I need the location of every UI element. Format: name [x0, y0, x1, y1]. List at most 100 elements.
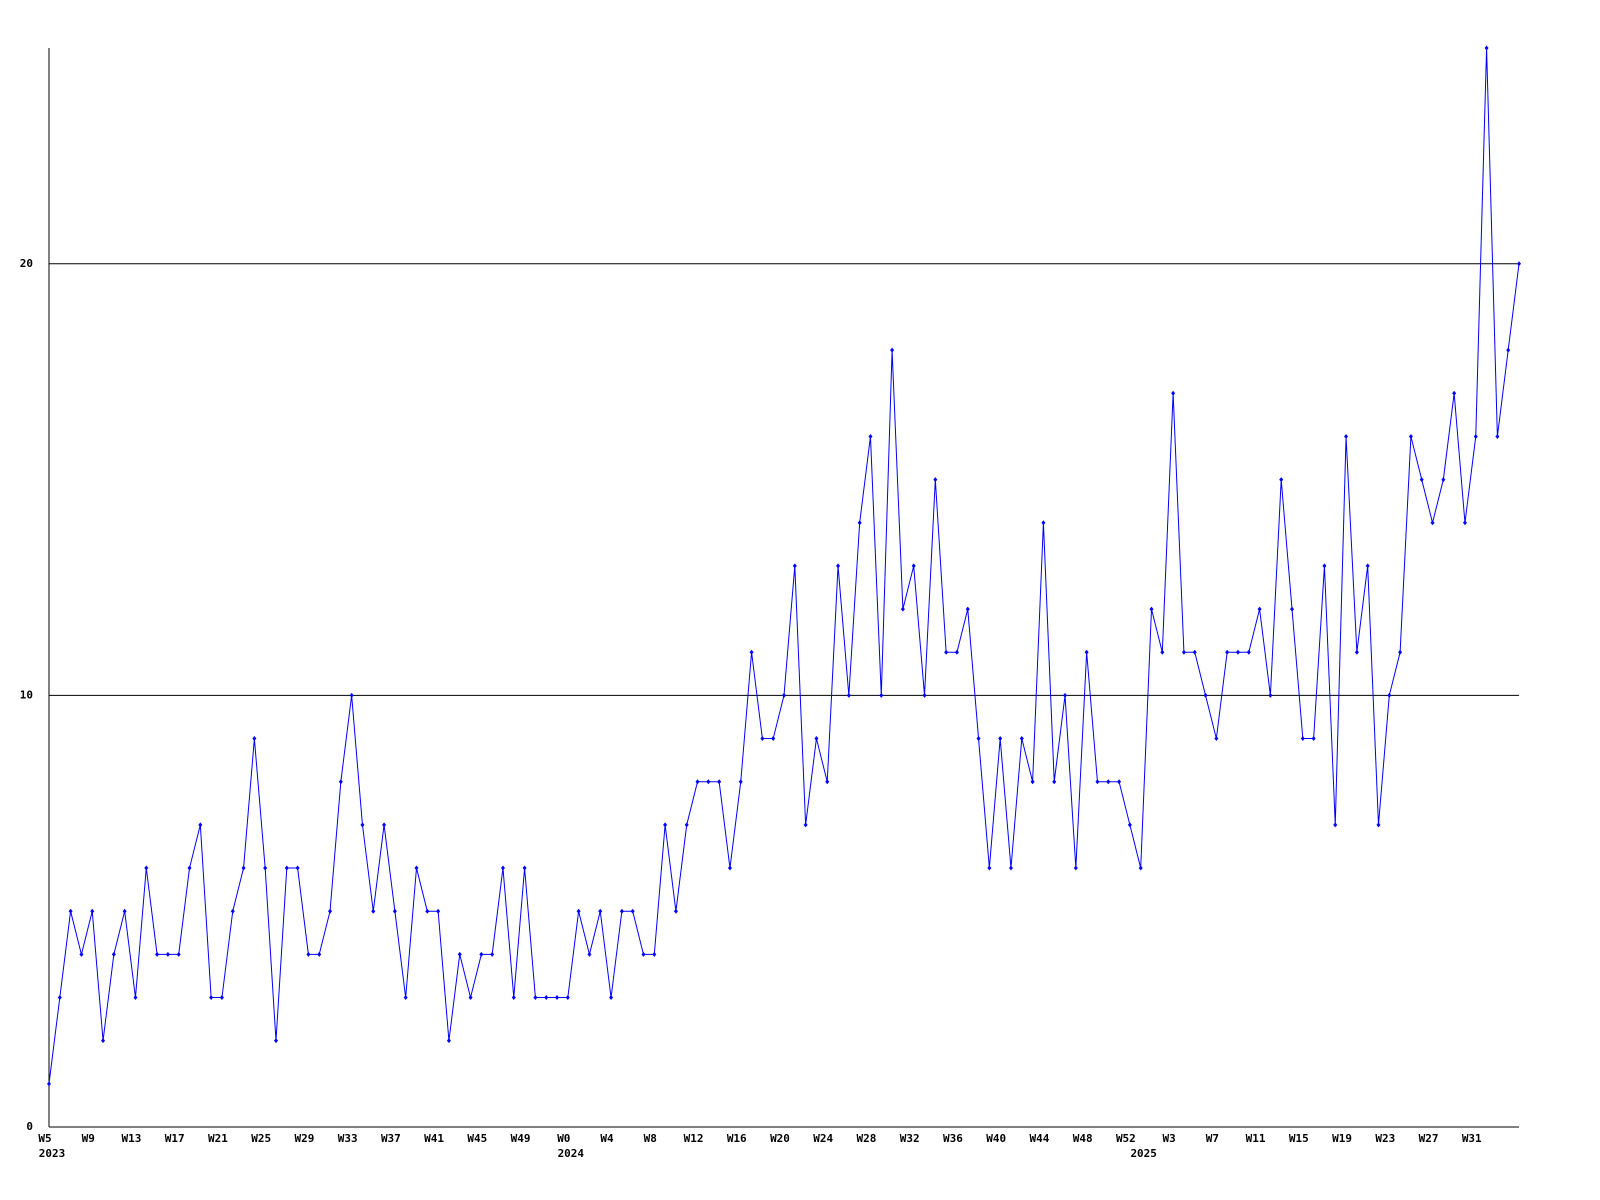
data-point: [922, 692, 927, 698]
data-point: [176, 951, 181, 957]
data-point: [1181, 649, 1186, 655]
data-point: [933, 477, 938, 483]
data-point: [1246, 649, 1251, 655]
data-point: [673, 908, 678, 914]
data-point: [836, 563, 841, 569]
data-point: [403, 995, 408, 1001]
data-point: [1138, 865, 1143, 871]
data-point: [630, 908, 635, 914]
data-point: [436, 908, 441, 914]
data-point: [479, 951, 484, 957]
data-point: [1214, 736, 1219, 742]
data-point: [1322, 563, 1327, 569]
data-line: [48, 47, 1520, 1084]
x-tick-label: W44: [1029, 1132, 1049, 1145]
data-point: [252, 736, 257, 742]
data-point: [544, 995, 549, 1001]
data-point: [1008, 865, 1013, 871]
data-point: [1484, 45, 1489, 51]
data-point: [209, 995, 214, 1001]
data-point: [555, 995, 560, 1001]
data-point: [825, 779, 830, 785]
data-point: [1095, 779, 1100, 785]
data-point: [371, 908, 376, 914]
data-point: [652, 951, 657, 957]
data-point: [1203, 692, 1208, 698]
data-point: [1495, 433, 1500, 439]
data-point: [263, 865, 268, 871]
data-point: [1473, 433, 1478, 439]
data-point: [111, 951, 116, 957]
data-point: [241, 865, 246, 871]
data-point: [230, 908, 235, 914]
data-point: [663, 822, 668, 828]
x-tick-label: W41: [424, 1132, 444, 1145]
data-point: [101, 1038, 106, 1044]
data-point: [1333, 822, 1338, 828]
x-tick-label: W17: [165, 1132, 185, 1145]
data-point: [273, 1038, 278, 1044]
x-tick-label: W9: [82, 1132, 95, 1145]
y-tick-label: 10: [20, 688, 33, 701]
data-point: [911, 563, 916, 569]
data-point: [868, 433, 873, 439]
data-point: [533, 995, 538, 1001]
data-point: [846, 692, 851, 698]
x-tick-label: W52: [1116, 1132, 1136, 1145]
data-point: [954, 649, 959, 655]
data-point: [900, 606, 905, 612]
data-point: [338, 779, 343, 785]
data-point: [792, 563, 797, 569]
data-point: [695, 779, 700, 785]
x-tick-label: W13: [122, 1132, 142, 1145]
data-point: [565, 995, 570, 1001]
data-point: [944, 649, 949, 655]
x-tick-label: W37: [381, 1132, 401, 1145]
data-point: [414, 865, 419, 871]
data-point: [1171, 390, 1176, 396]
data-point: [165, 951, 170, 957]
data-point: [1063, 692, 1068, 698]
x-tick-label: W4: [600, 1132, 614, 1145]
data-point: [500, 865, 505, 871]
data-point: [1106, 779, 1111, 785]
data-point: [425, 908, 430, 914]
data-point: [90, 908, 95, 914]
x-tick-label: W5: [38, 1132, 51, 1145]
x-tick-label: W3: [1162, 1132, 1175, 1145]
data-point: [782, 692, 786, 698]
data-point: [1019, 736, 1024, 742]
data-point: [1506, 347, 1511, 353]
x-tick-label: W7: [1206, 1132, 1219, 1145]
x-tick-label: W23: [1375, 1132, 1395, 1145]
data-point: [771, 736, 776, 742]
x-tick-label: W36: [943, 1132, 963, 1145]
data-point: [609, 995, 614, 1001]
data-point: [1084, 649, 1089, 655]
data-point: [1398, 649, 1403, 655]
data-point: [284, 865, 289, 871]
data-point: [814, 736, 819, 742]
data-point: [1257, 606, 1262, 612]
y-tick-label: 0: [26, 1120, 33, 1133]
x-tick-label: W32: [900, 1132, 920, 1145]
data-point: [641, 951, 646, 957]
data-point: [727, 865, 732, 871]
data-point: [890, 347, 895, 353]
data-point: [511, 995, 516, 1001]
data-point: [490, 951, 495, 957]
x-tick-label: W24: [813, 1132, 833, 1145]
year-label: 2025: [1130, 1147, 1157, 1160]
x-tick-label: W16: [727, 1132, 747, 1145]
data-point: [1365, 563, 1370, 569]
data-point: [1052, 779, 1057, 785]
data-point: [1290, 606, 1295, 612]
data-point: [1376, 822, 1381, 828]
data-point: [360, 822, 365, 828]
data-point: [133, 995, 138, 1001]
year-label: 2023: [39, 1147, 66, 1160]
data-point: [306, 951, 311, 957]
x-tick-label: W20: [770, 1132, 790, 1145]
data-point: [1225, 649, 1230, 655]
